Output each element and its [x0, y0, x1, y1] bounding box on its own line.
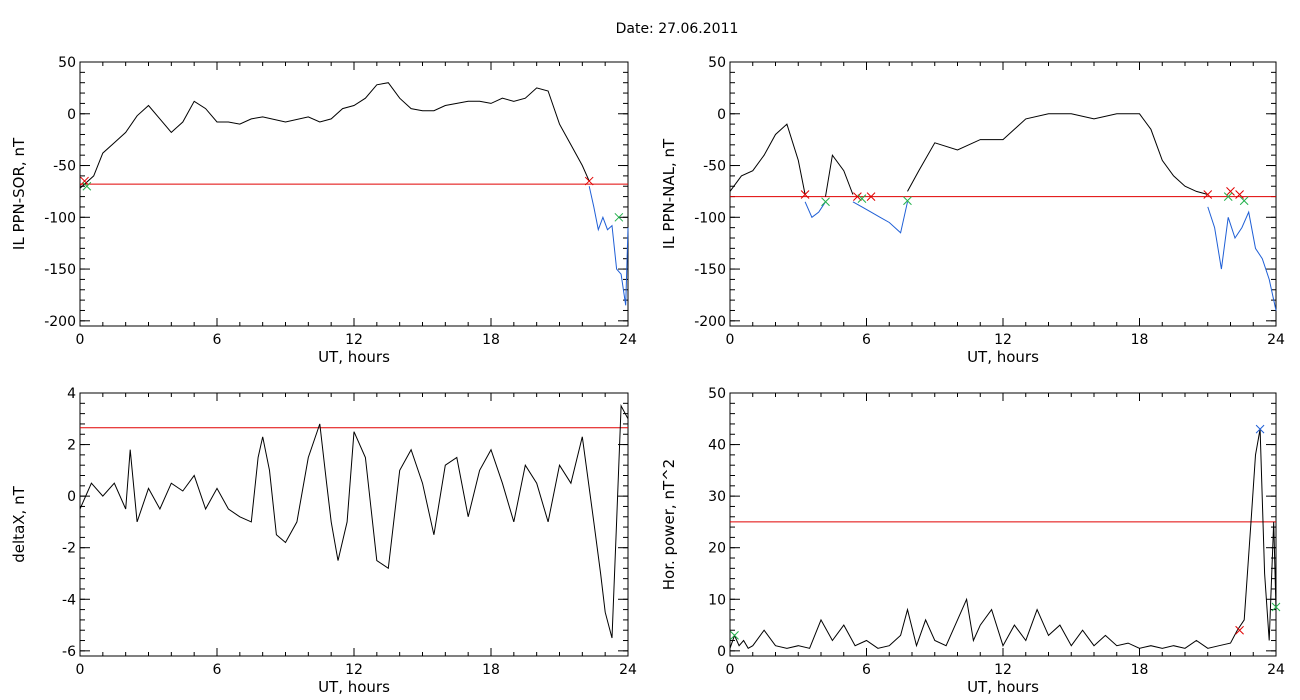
- panel-3-y-tick-label: -4: [62, 592, 76, 608]
- panel-2-green-marker: [1239, 196, 1249, 206]
- panel-3-x-tick-label: 12: [345, 662, 363, 678]
- panel-4-x-axis-label: UT, hours: [967, 678, 1039, 696]
- panel-3-series-line-1: [79, 404, 629, 639]
- panel-4-x-tick-label: 24: [1267, 662, 1285, 678]
- panel-2-series-line-3: [825, 153, 854, 197]
- panel-2-series-line-2: [804, 201, 826, 219]
- panel-4-plot-frame: [729, 392, 1277, 657]
- panel-1-y-axis-label: IL PPN-SOR, nT: [10, 137, 28, 250]
- panel-3-x-tick-label: 18: [482, 662, 500, 678]
- panel-2-x-tick-label: 12: [994, 332, 1012, 348]
- panel-1-red-marker: [80, 176, 89, 186]
- panel-2-y-axis-label: IL PPN-NAL, nT: [660, 138, 678, 249]
- panel-4-series-line-1: [729, 429, 1277, 649]
- panel-3-y-tick-label: -6: [62, 644, 76, 660]
- panel-4-x-tick-label: 6: [862, 662, 871, 678]
- panel-1-plot-frame: [79, 61, 629, 327]
- panel-2-red-marker: [866, 192, 876, 201]
- panel-1-green-marker: [614, 212, 624, 222]
- panel-3-x-tick-label: 0: [76, 662, 85, 678]
- panel-1-y-tick-label: 50: [58, 55, 76, 71]
- panel-2-plot-frame: [729, 61, 1277, 327]
- panel-3-x-tick-label: 6: [213, 662, 222, 678]
- panel-1-series-line-2: [588, 186, 629, 306]
- panel-1-x-tick-label: 0: [76, 332, 85, 348]
- panel-2-x-axis-label: UT, hours: [967, 348, 1039, 366]
- panel-2-red-marker: [1226, 187, 1235, 196]
- panel-2-series-line-6: [1207, 206, 1277, 311]
- panel-3-y-tick-label: 0: [67, 489, 76, 505]
- panel-2-x-tick-label: 18: [1131, 332, 1149, 348]
- panel-2-green-marker: [903, 196, 912, 206]
- panel-4-x-tick-label: 0: [726, 662, 735, 678]
- panel-1-green-marker: [82, 181, 92, 191]
- panel-2-x-tick-label: 0: [726, 332, 735, 348]
- panel-1-y-tick-label: -200: [44, 314, 76, 330]
- panel-2-green-marker: [857, 194, 867, 204]
- panel-4-y-tick-label: 50: [708, 386, 726, 402]
- panel-2-green-marker: [1223, 192, 1233, 201]
- panel-4-green-marker: [1271, 602, 1281, 612]
- panel-3-y-tick-label: -2: [62, 541, 76, 557]
- panel-2-red-marker: [800, 190, 810, 199]
- panel-2-y-tick-label: -100: [694, 210, 726, 226]
- panel-1-x-tick-label: 18: [482, 332, 500, 348]
- panel-1-y-tick-label: -100: [44, 210, 76, 226]
- panel-2-series-line-4: [852, 201, 908, 234]
- panel-4-y-tick-label: 10: [708, 592, 726, 608]
- panel-4-y-axis-label: Hor. power, nT^2: [660, 459, 678, 590]
- panel-4-x-tick-label: 18: [1131, 662, 1149, 678]
- panel-2-x-tick-label: 6: [862, 332, 871, 348]
- panel-3-y-tick-label: 2: [67, 438, 76, 454]
- panel-2-red-marker: [1203, 190, 1213, 199]
- panel-1-red-marker: [584, 176, 594, 186]
- panel-4-red-marker: [1235, 625, 1244, 635]
- panel-1-series-line-1: [79, 82, 590, 189]
- panel-1-x-tick-label: 6: [213, 332, 222, 348]
- page-title: Date: 27.06.2011: [616, 21, 739, 37]
- panel-4-y-tick-label: 0: [717, 644, 726, 660]
- panel-2-green-marker: [821, 197, 830, 207]
- panel-4-y-tick-label: 30: [708, 489, 726, 505]
- panel-2-series-line-5: [907, 113, 1208, 195]
- panel-2-red-marker: [853, 192, 862, 201]
- panel-4-x-tick-label: 12: [994, 662, 1012, 678]
- panel-3-y-tick-label: 4: [67, 386, 76, 402]
- panel-2-y-tick-label: 0: [717, 107, 726, 123]
- panel-1-y-tick-label: -50: [53, 159, 76, 175]
- panel-2-y-tick-label: -150: [694, 262, 726, 278]
- panel-4-green-marker: [730, 631, 739, 640]
- panel-1-y-tick-label: 0: [67, 107, 76, 123]
- panel-2-y-tick-label: -50: [703, 159, 726, 175]
- panel-3-x-axis-label: UT, hours: [318, 678, 390, 696]
- panel-2-y-tick-label: -200: [694, 314, 726, 330]
- panel-3-y-axis-label: deltaX, nT: [10, 485, 28, 562]
- panel-2-series-line-1: [729, 123, 806, 195]
- panel-2-x-tick-label: 24: [1267, 332, 1285, 348]
- panel-4-blue-marker: [1255, 424, 1265, 434]
- panel-3-x-tick-label: 24: [619, 662, 637, 678]
- panel-1-y-tick-label: -150: [44, 262, 76, 278]
- panel-2-y-tick-label: 50: [708, 55, 726, 71]
- panel-1-x-axis-label: UT, hours: [318, 348, 390, 366]
- panel-4-y-tick-label: 20: [708, 541, 726, 557]
- panel-1-x-tick-label: 24: [619, 332, 637, 348]
- panel-2-red-marker: [1235, 190, 1244, 199]
- panel-4-y-tick-label: 40: [708, 438, 726, 454]
- panel-1-x-tick-label: 12: [345, 332, 363, 348]
